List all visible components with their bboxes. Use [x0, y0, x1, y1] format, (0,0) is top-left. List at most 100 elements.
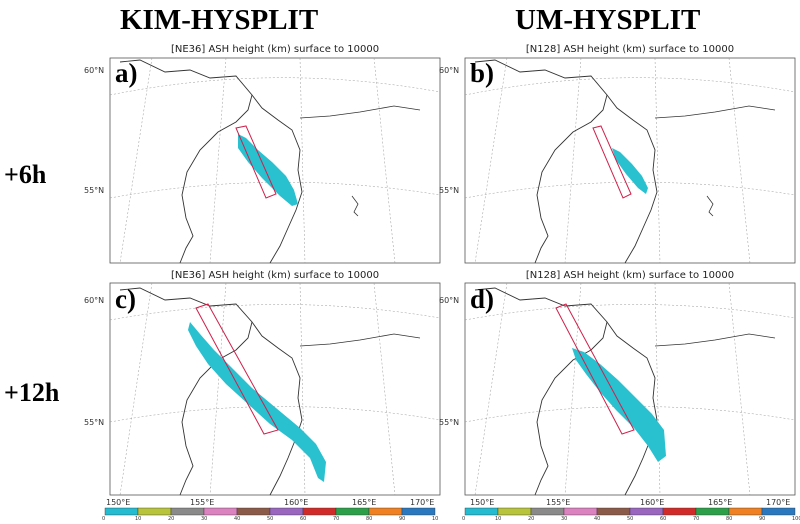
colorbar-right-tick-label: 50 — [627, 516, 634, 522]
panel-c-lat-60: 60°N — [84, 296, 105, 305]
panel-c-lon-165: 165°E — [352, 498, 377, 507]
colorbar-right-tick-label: 100 — [792, 516, 800, 522]
panel-b-lat-60: 60°N — [439, 66, 460, 75]
colorbar-right-tick-label: 40 — [594, 516, 601, 522]
panel-d-box — [555, 303, 635, 435]
colorbar-left-segment — [236, 507, 271, 516]
panel-b-coast-east — [606, 94, 658, 264]
colorbar-left-segment — [401, 507, 436, 516]
panel-c-map — [109, 282, 441, 496]
panel-a-lat-60: 60°N — [84, 66, 105, 75]
panel-a-coast-east — [251, 94, 303, 264]
panel-a-frame — [109, 57, 441, 264]
colorbar-right-tick-label: 10 — [495, 516, 502, 522]
colorbar-left-segment — [137, 507, 172, 516]
panel-d-lon-150: 150°E — [470, 498, 495, 507]
panel-b-graticule — [464, 57, 796, 264]
colorbar-left — [104, 507, 436, 516]
panel-b-letter: b) — [470, 58, 495, 88]
panel-d-coast-east — [606, 321, 658, 496]
panel-c-lon-170: 170°E — [410, 498, 435, 507]
row-header-6h: +6h — [4, 160, 47, 189]
panel-c-coast-north — [299, 333, 421, 347]
panel-d-map — [464, 282, 796, 496]
panel-a-island — [351, 195, 359, 217]
panel-d-frame — [464, 282, 796, 496]
panel-a-coast-north — [299, 105, 421, 119]
colorbar-left-tick-label: 80 — [366, 516, 373, 522]
colorbar-right-segment — [464, 507, 499, 516]
colorbar-right-segment — [728, 507, 763, 516]
column-header-um: UM-HYSPLIT — [515, 4, 701, 36]
colorbar-left-tick-label: 40 — [234, 516, 241, 522]
panel-d-lon-160: 160°E — [640, 498, 665, 507]
panel-c-box — [195, 303, 279, 435]
panel-d-lat-60: 60°N — [439, 296, 460, 305]
panel-b-frame — [464, 57, 796, 264]
panel-b-title: [N128] ASH height (km) surface to 10000 — [525, 44, 735, 55]
panel-d-ash-plume — [572, 348, 666, 462]
panel-c-lat-55: 55°N — [84, 418, 105, 427]
panel-c-title: [NE36] ASH height (km) surface to 10000 — [170, 270, 380, 281]
colorbar-left-tick-label: 90 — [399, 516, 406, 522]
panel-d-title: [N128] ASH height (km) surface to 10000 — [525, 270, 735, 281]
panel-a-map — [109, 57, 441, 264]
colorbar-left-tick-label: 10 — [135, 516, 142, 522]
panel-b-lat-55: 55°N — [439, 186, 460, 195]
colorbar-left-segment — [170, 507, 205, 516]
colorbar-right-tick-label: 80 — [726, 516, 733, 522]
panel-a-letter: a) — [115, 58, 138, 88]
panel-a-ash-plume — [238, 134, 298, 206]
panel-c-lon-150: 150°E — [106, 498, 131, 507]
colorbar-left-tick-label: 50 — [267, 516, 274, 522]
panel-d-lon-170: 170°E — [766, 498, 791, 507]
colorbar-right-segment — [695, 507, 730, 516]
colorbar-right-segment — [662, 507, 697, 516]
colorbar-left-tick-label: 0 — [102, 516, 106, 522]
colorbar-right-tick-label: 60 — [660, 516, 667, 522]
panel-c-letter: c) — [115, 284, 136, 314]
panel-c-coast-east — [251, 321, 303, 496]
panel-b-island — [706, 195, 714, 217]
colorbar-right-segment — [563, 507, 598, 516]
colorbar-right-tick-label: 70 — [693, 516, 700, 522]
panel-a-title: [NE36] ASH height (km) surface to 10000 — [170, 44, 380, 55]
panel-c-lon-155: 155°E — [190, 498, 215, 507]
column-header-kim: KIM-HYSPLIT — [120, 4, 319, 36]
colorbar-left-segment — [269, 507, 304, 516]
panel-d-graticule — [464, 282, 796, 496]
colorbar-left-segment — [335, 507, 370, 516]
colorbar-right-tick-label: 20 — [528, 516, 535, 522]
colorbar-left-tick-label: 10 — [432, 516, 439, 522]
colorbar-left-tick-label: 60 — [300, 516, 307, 522]
row-header-12h: +12h — [4, 378, 60, 407]
colorbar-right-segment — [596, 507, 631, 516]
panel-c-ash-plume — [188, 322, 326, 482]
colorbar-left-segment — [302, 507, 337, 516]
panel-b-map — [464, 57, 796, 264]
colorbar-left-segment — [104, 507, 139, 516]
panel-a-box — [235, 125, 277, 199]
colorbar-right — [464, 507, 796, 516]
colorbar-right-tick-label: 30 — [561, 516, 568, 522]
panel-c-graticule — [109, 282, 441, 496]
colorbar-right-tick-label: 90 — [759, 516, 766, 522]
panel-b-coast-north — [654, 105, 776, 119]
panel-a-graticule — [109, 57, 441, 264]
panel-b-ash-plume — [612, 148, 648, 194]
panel-b-box — [592, 125, 632, 199]
panel-d-letter: d) — [470, 284, 495, 314]
panel-d-lat-55: 55°N — [439, 418, 460, 427]
panel-c-lon-160: 160°E — [284, 498, 309, 507]
panel-b-coast-west — [474, 59, 608, 264]
panel-d-coast-west — [474, 287, 608, 496]
panel-d-coast-north — [654, 333, 776, 347]
colorbar-right-segment — [530, 507, 565, 516]
colorbar-right-tick-label: 0 — [462, 516, 466, 522]
colorbar-left-segment — [368, 507, 403, 516]
panel-c-coast-west — [119, 287, 253, 496]
panel-a-lat-55: 55°N — [84, 186, 105, 195]
colorbar-left-segment — [203, 507, 238, 516]
colorbar-right-segment — [497, 507, 532, 516]
